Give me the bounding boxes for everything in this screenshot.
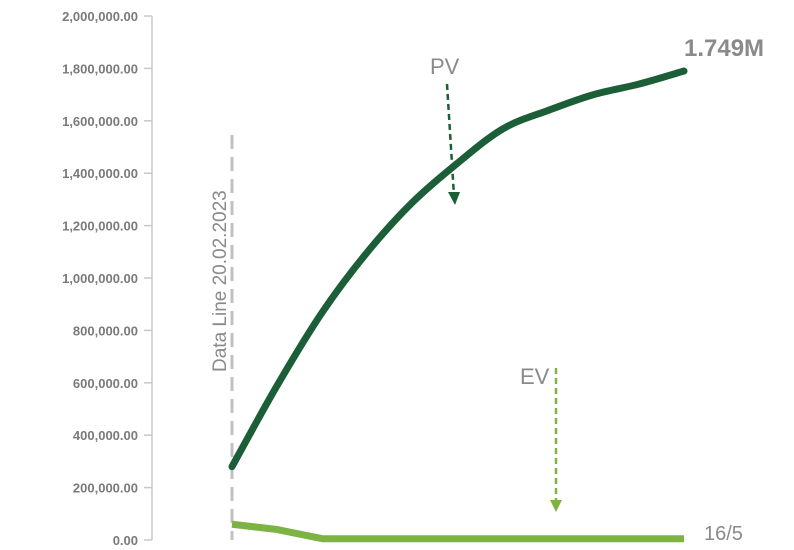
y-tick-label: 1,600,000.00	[62, 114, 138, 129]
y-tick-label: 1,400,000.00	[62, 166, 138, 181]
ev-arrow-head	[550, 500, 562, 512]
series-line-pv	[228, 67, 688, 471]
y-tick-label: 0.00	[113, 533, 138, 548]
end-value-label: 1.749M	[684, 35, 764, 62]
pv-arrow-head	[448, 192, 460, 205]
pv-label: PV	[430, 54, 460, 79]
y-tick-label: 1,200,000.00	[62, 219, 138, 234]
y-tick-group: 0.00 200,000.00 400,000.00 600,000.00 800,00…	[62, 9, 152, 548]
y-tick-label: 2,000,000.00	[62, 9, 138, 24]
series-line-ev	[231, 520, 684, 543]
ev-label: EV	[520, 364, 550, 389]
pv-arrow-shaft	[445, 83, 456, 197]
y-tick-label: 1,000,000.00	[62, 271, 138, 286]
y-tick-label: 600,000.00	[73, 376, 138, 391]
y-tick-label: 200,000.00	[73, 481, 138, 496]
y-tick-label: 1,800,000.00	[62, 61, 138, 76]
y-tick-label: 800,000.00	[73, 323, 138, 338]
data-line-label: Data Line 20.02.2023	[210, 190, 231, 372]
y-tick-label: 400,000.00	[73, 428, 138, 443]
end-date-label: 16/5	[704, 523, 743, 545]
